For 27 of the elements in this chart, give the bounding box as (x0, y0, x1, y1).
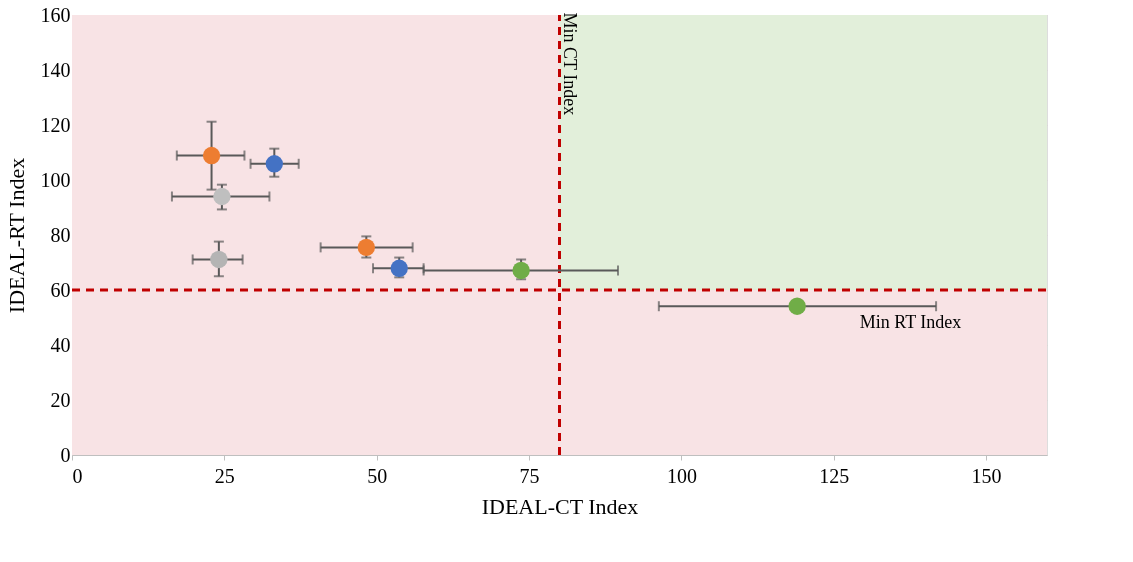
y-tick-label: 120 (40, 113, 71, 136)
y-tick-label: 80 (50, 223, 71, 246)
point (202, 146, 221, 165)
x-axis-title: IDEAL-CT Index (481, 493, 639, 519)
y-tick-label: 60 (50, 278, 71, 301)
x-tick-label: 75 (519, 464, 540, 487)
y-tick-label: 20 (50, 388, 71, 411)
x-tick-label: 150 (971, 464, 1002, 487)
x-tick-label: 50 (367, 464, 388, 487)
point (357, 238, 375, 257)
ref-line-label: Min RT Index (859, 312, 962, 332)
y-tick-label: 40 (50, 333, 71, 356)
point (788, 297, 806, 315)
point (210, 250, 228, 269)
y-tick-label: 160 (40, 3, 71, 26)
point (390, 259, 408, 277)
y-tick-label: 140 (40, 58, 71, 81)
point (512, 261, 530, 280)
y-tick-label: 0 (60, 443, 71, 466)
point (265, 155, 283, 173)
x-tick-label: 25 (214, 464, 235, 487)
ref-line-label: Min CT Index (559, 12, 580, 116)
x-tick-label: 100 (666, 464, 697, 487)
x-tick-label: 125 (819, 464, 850, 487)
y-tick-label: 100 (40, 168, 71, 191)
y-axis-title: IDEAL-RT Index (3, 157, 29, 314)
point (213, 187, 231, 206)
